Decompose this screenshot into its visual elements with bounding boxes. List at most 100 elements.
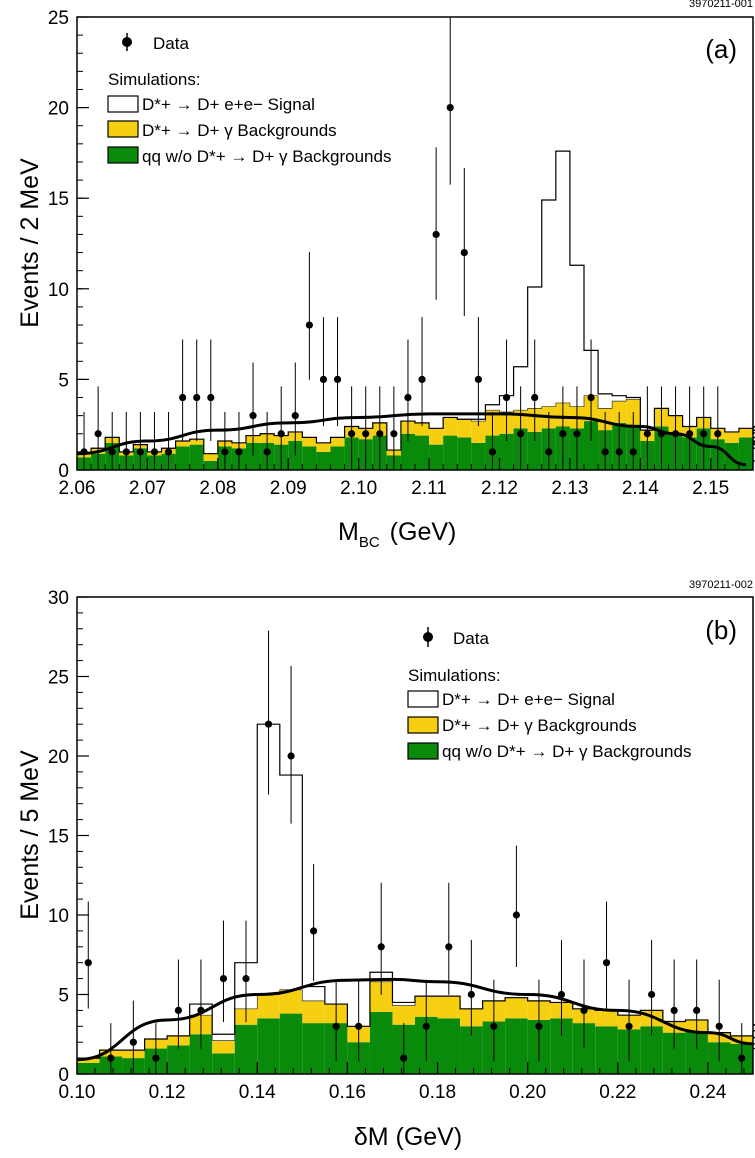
qq-bar-b-26 bbox=[662, 1032, 686, 1074]
data-point-b-7 bbox=[242, 975, 250, 983]
qq-bar-a-32 bbox=[527, 431, 542, 470]
data-point-a-0 bbox=[80, 448, 88, 456]
figure-id-b: 3970211-002 bbox=[689, 579, 753, 591]
x-tick-label-b-6: 0.22 bbox=[599, 1082, 636, 1103]
panel-a: 3970211-001 2.06 2.07 2.08 2.09 2.10 2.11 2.12… bbox=[16, 0, 755, 551]
x-tick-label-a-9: 2.15 bbox=[692, 478, 729, 499]
data-point-a-16 bbox=[305, 321, 313, 329]
dsgamma-bar-a-26 bbox=[443, 417, 458, 436]
y-tick-label-a-1: 5 bbox=[58, 370, 69, 391]
x-tick-label-b-4: 0.18 bbox=[419, 1082, 456, 1103]
legend-data-label-b: Data bbox=[453, 629, 489, 648]
y-tick-label-a-0: 0 bbox=[58, 461, 69, 482]
data-point-b-13 bbox=[377, 943, 385, 951]
data-point-a-14 bbox=[277, 430, 285, 438]
data-point-a-36 bbox=[587, 393, 595, 402]
qq-bar-a-9 bbox=[203, 460, 218, 470]
x-tick-label-a-3: 2.09 bbox=[270, 478, 307, 499]
qq-bar-a-15 bbox=[288, 441, 303, 470]
frame-b bbox=[76, 596, 754, 1075]
data-point-b-0 bbox=[84, 959, 92, 967]
data-point-a-15 bbox=[291, 412, 299, 420]
dsgamma-bar-b-13 bbox=[369, 981, 393, 1012]
qq-bar-a-17 bbox=[316, 451, 331, 470]
data-point-a-28 bbox=[474, 375, 482, 383]
dsgamma-bar-b-6 bbox=[212, 1040, 235, 1054]
y-tick-label-b-4: 20 bbox=[48, 747, 69, 768]
data-point-b-10 bbox=[310, 927, 318, 935]
qq-bar-a-25 bbox=[429, 444, 444, 470]
legend-signal-swatch-b bbox=[407, 690, 439, 708]
legend-qq-swatch-a bbox=[107, 146, 139, 164]
dsgamma-bar-a-28 bbox=[471, 421, 486, 443]
dsgamma-bar-b-23 bbox=[595, 1010, 618, 1027]
legend-dsgamma-swatch-a bbox=[107, 120, 139, 138]
y-tick-label-a-2: 10 bbox=[48, 280, 69, 301]
x-tick-label-a-8: 2.14 bbox=[622, 478, 659, 499]
panel-label-a: (a) bbox=[705, 34, 737, 64]
data-point-b-23 bbox=[602, 959, 611, 967]
data-point-a-4 bbox=[136, 448, 144, 456]
y-tick-label-a-4: 20 bbox=[48, 99, 69, 120]
legend-signal-label-b: D*+ → D+ e+e− Signal bbox=[442, 690, 615, 709]
data-point-a-25 bbox=[432, 230, 440, 239]
x-tick-label-a-0: 2.06 bbox=[59, 478, 96, 499]
dsgamma-bar-a-25 bbox=[429, 428, 444, 445]
dsgamma-bar-a-27 bbox=[457, 419, 472, 438]
data-point-b-8 bbox=[264, 720, 273, 728]
dsgamma-bar-b-0 bbox=[77, 1058, 100, 1063]
qq-bar-a-7 bbox=[175, 446, 190, 470]
x-tick-label-a-7: 2.13 bbox=[551, 478, 588, 499]
data-point-b-24 bbox=[625, 1022, 633, 1030]
data-point-a-45 bbox=[714, 430, 722, 438]
data-point-a-29 bbox=[488, 448, 497, 456]
data-point-a-41 bbox=[657, 430, 666, 438]
data-point-b-9 bbox=[287, 752, 295, 760]
data-point-b-4 bbox=[174, 1006, 182, 1015]
data-point-a-9 bbox=[207, 393, 215, 402]
data-point-a-12 bbox=[249, 412, 257, 420]
x-axis-label-b: δM (GeV) bbox=[354, 1123, 462, 1151]
qq-bar-a-24 bbox=[415, 435, 430, 470]
legend-header-b: Simulations: bbox=[408, 666, 501, 685]
qq-bar-a-26 bbox=[443, 435, 458, 470]
x-axis-label-a: MBC (GeV) bbox=[338, 518, 456, 551]
legend-header-a: Simulations: bbox=[108, 70, 201, 89]
data-point-a-44 bbox=[700, 430, 708, 438]
data-point-a-5 bbox=[150, 448, 159, 456]
data-point-b-11 bbox=[332, 1022, 340, 1030]
dsgamma-bar-a-16 bbox=[302, 437, 317, 447]
data-point-b-28 bbox=[715, 1022, 723, 1030]
legend-dsgamma-label-a: D*+ → D+ γ Backgrounds bbox=[142, 121, 337, 140]
data-point-a-20 bbox=[362, 430, 370, 438]
data-point-b-21 bbox=[557, 990, 566, 999]
data-point-a-6 bbox=[164, 448, 173, 456]
data-point-b-22 bbox=[580, 1006, 588, 1015]
data-point-a-23 bbox=[404, 393, 412, 402]
dsgamma-bar-a-17 bbox=[316, 442, 331, 452]
dsgamma-bar-b-9 bbox=[279, 989, 303, 1014]
legend-dsgamma-swatch-b bbox=[407, 716, 439, 734]
data-point-a-39 bbox=[629, 448, 637, 456]
signal-histogram-b bbox=[77, 723, 755, 1059]
fit-curve-b bbox=[76, 977, 754, 1062]
qq-bar-b-21 bbox=[550, 1018, 573, 1074]
qq-bar-b-13 bbox=[369, 1011, 393, 1074]
qq-bar-b-16 bbox=[437, 1018, 461, 1074]
legend-signal-swatch-a bbox=[107, 95, 139, 113]
data-point-a-35 bbox=[573, 430, 581, 438]
data-point-b-26 bbox=[670, 1006, 678, 1015]
data-point-a-40 bbox=[643, 430, 651, 438]
qq-bar-b-23 bbox=[595, 1026, 618, 1074]
qq-bar-b-7 bbox=[234, 1024, 258, 1074]
data-point-b-5 bbox=[197, 1006, 205, 1015]
x-tick-label-b-7: 0.24 bbox=[689, 1082, 726, 1103]
data-point-a-22 bbox=[390, 430, 398, 438]
data-point-a-33 bbox=[545, 448, 553, 456]
dsgamma-bar-a-24 bbox=[415, 422, 430, 436]
x-tick-label-b-5: 0.20 bbox=[509, 1082, 546, 1103]
data-point-a-3 bbox=[122, 448, 130, 456]
data-point-b-17 bbox=[467, 990, 475, 999]
data-point-a-30 bbox=[502, 393, 511, 402]
